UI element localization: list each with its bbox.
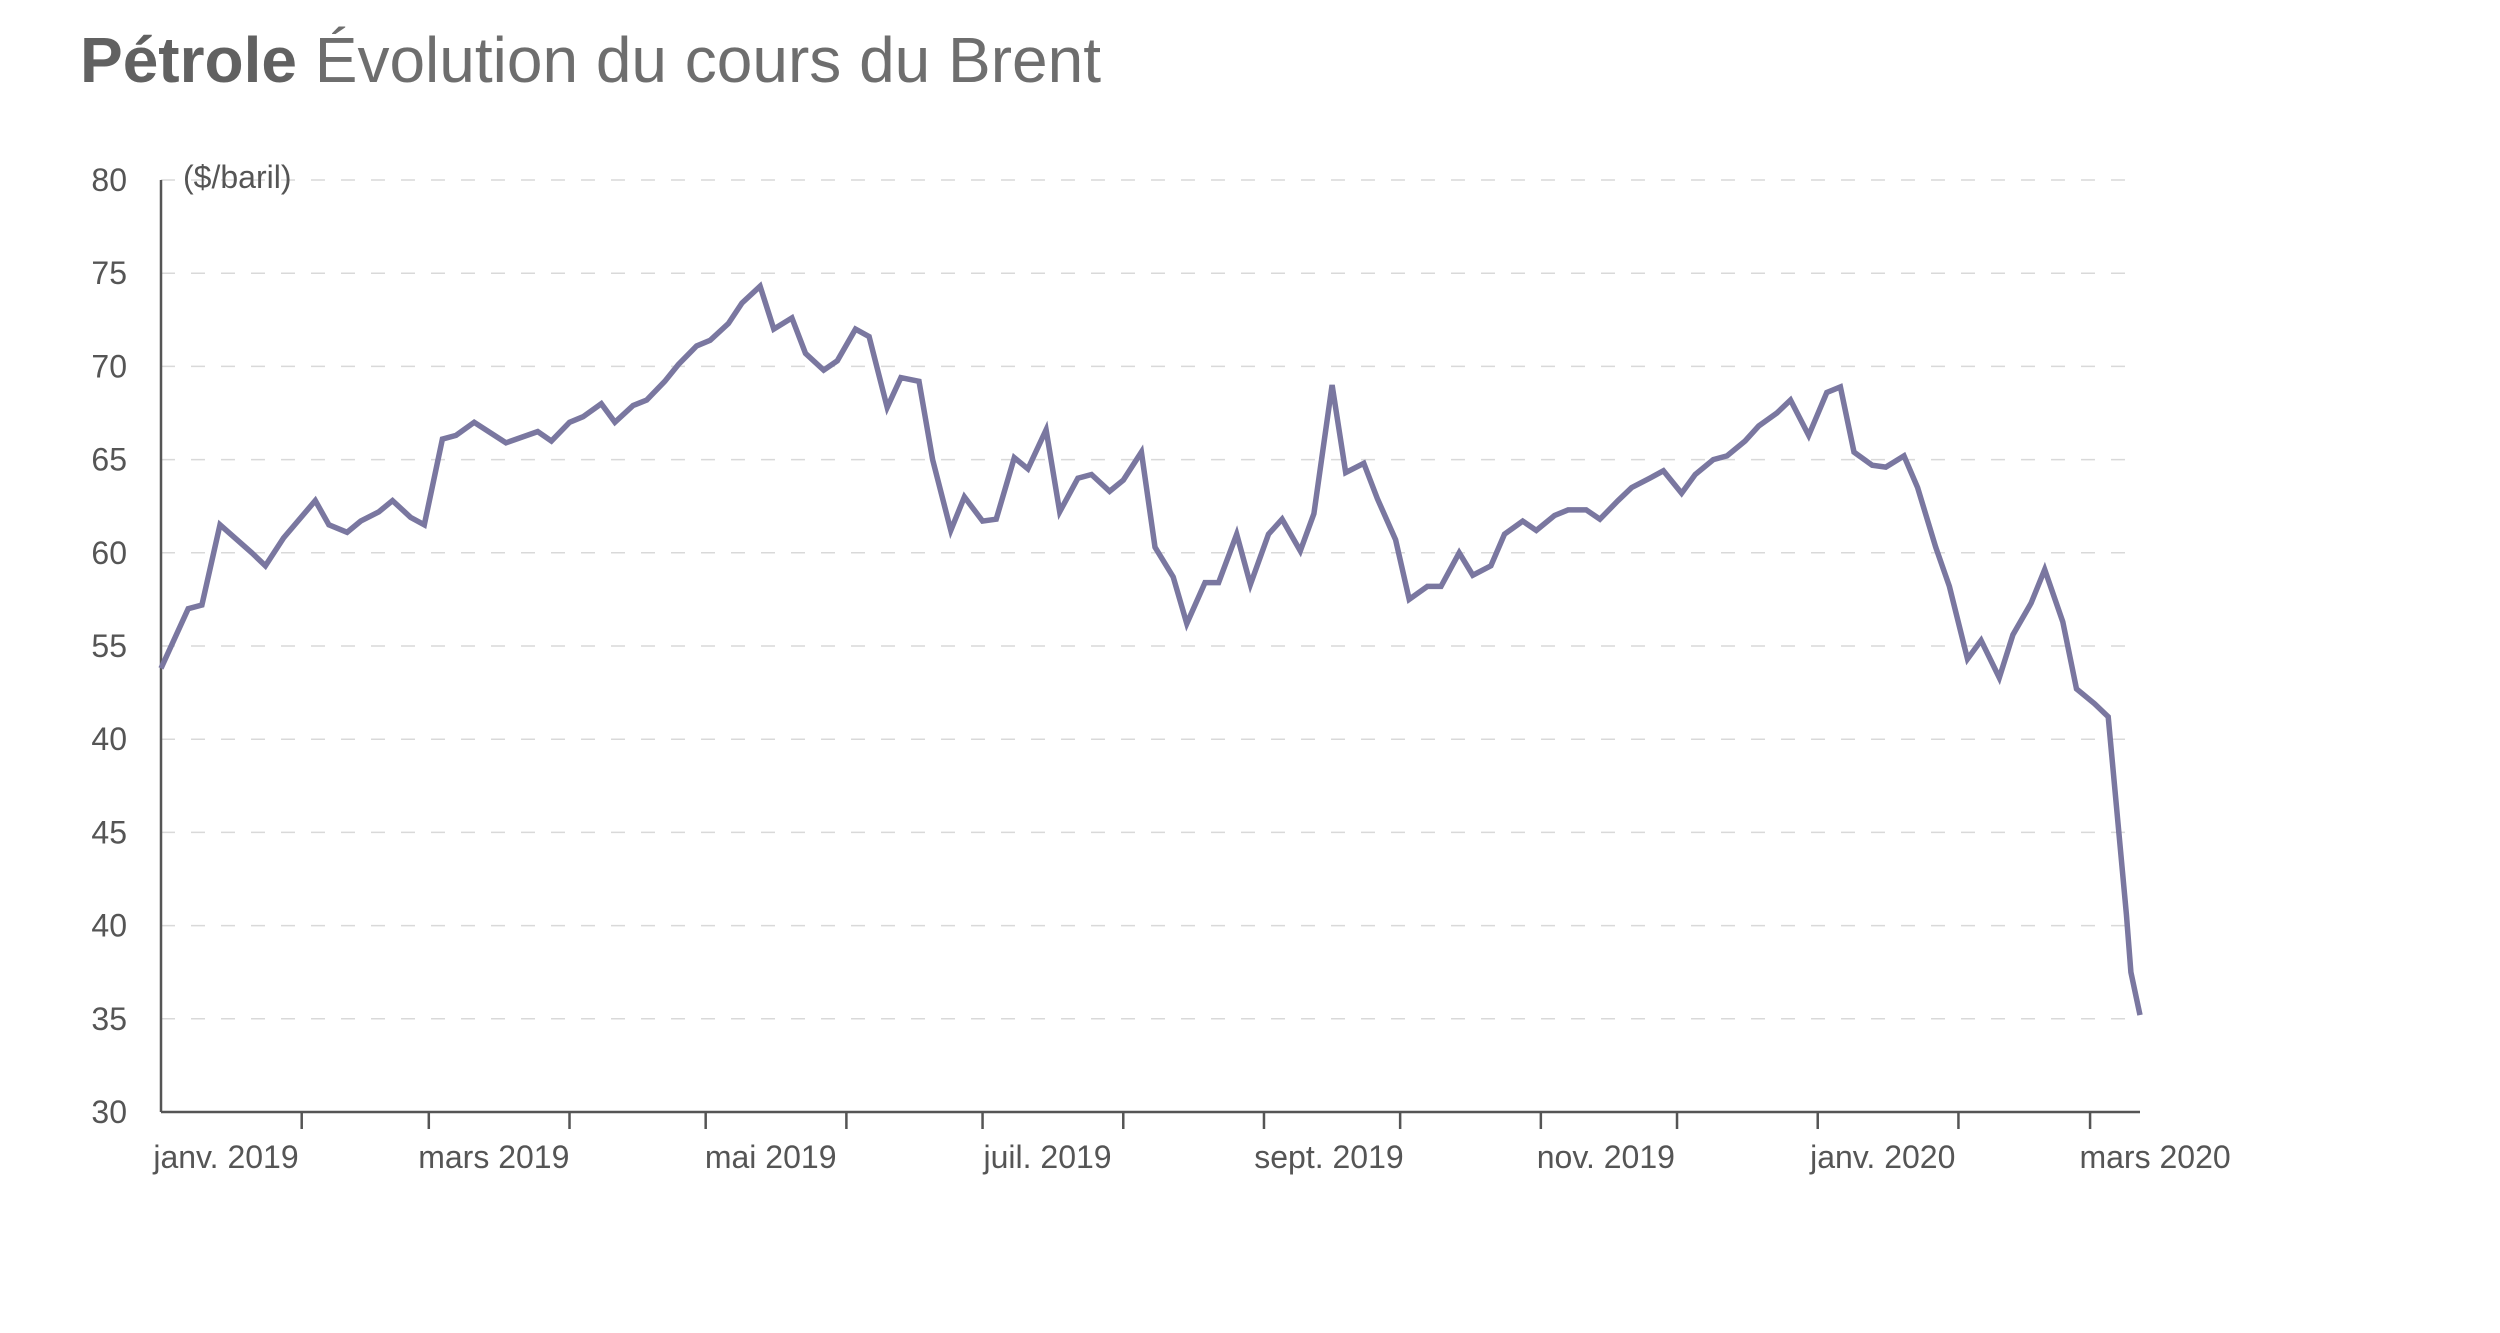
y-tick-label: 40 xyxy=(91,908,127,944)
chart-title-light: Évolution du cours du Brent xyxy=(314,24,1101,96)
y-tick-label: 70 xyxy=(91,348,127,384)
chart-title-bold: Pétrole xyxy=(80,24,297,96)
x-tick-label: mars 2020 xyxy=(2079,1139,2230,1175)
x-axis: janv. 2019 mars 2019 mai 2019 juil. 2019 sep… xyxy=(152,1110,2231,1175)
y-tick-label: 55 xyxy=(91,628,127,664)
x-tick-label: sept. 2019 xyxy=(1254,1139,1403,1175)
series-layer xyxy=(158,281,2143,1016)
brent-price-line xyxy=(158,281,2143,1016)
chart-title: Pétrole Évolution du cours du Brent xyxy=(80,22,1101,99)
x-tick-label: janv. 2019 xyxy=(152,1139,298,1175)
y-tick-label: 35 xyxy=(91,1001,127,1037)
y-axis: 80 75 70 65 60 55 40 45 40 35 30 xyxy=(91,162,163,1130)
y-tick-label: 75 xyxy=(91,255,127,291)
x-tick-label: juil. 2019 xyxy=(983,1139,1112,1175)
grid-lines xyxy=(161,179,2140,1020)
y-tick-label: 45 xyxy=(91,814,127,850)
y-tick-label: 60 xyxy=(91,535,127,571)
y-unit-label: ($/baril) xyxy=(183,159,291,195)
y-tick-label: 80 xyxy=(91,162,127,198)
x-tick-label: mars 2019 xyxy=(418,1139,569,1175)
x-tick-label: janv. 2020 xyxy=(1809,1139,1955,1175)
y-tick-label: 40 xyxy=(91,721,127,757)
y-tick-label: 30 xyxy=(91,1094,127,1130)
x-tick-label: mai 2019 xyxy=(705,1139,837,1175)
y-tick-label: 65 xyxy=(91,442,127,478)
x-tick-label: nov. 2019 xyxy=(1537,1139,1675,1175)
